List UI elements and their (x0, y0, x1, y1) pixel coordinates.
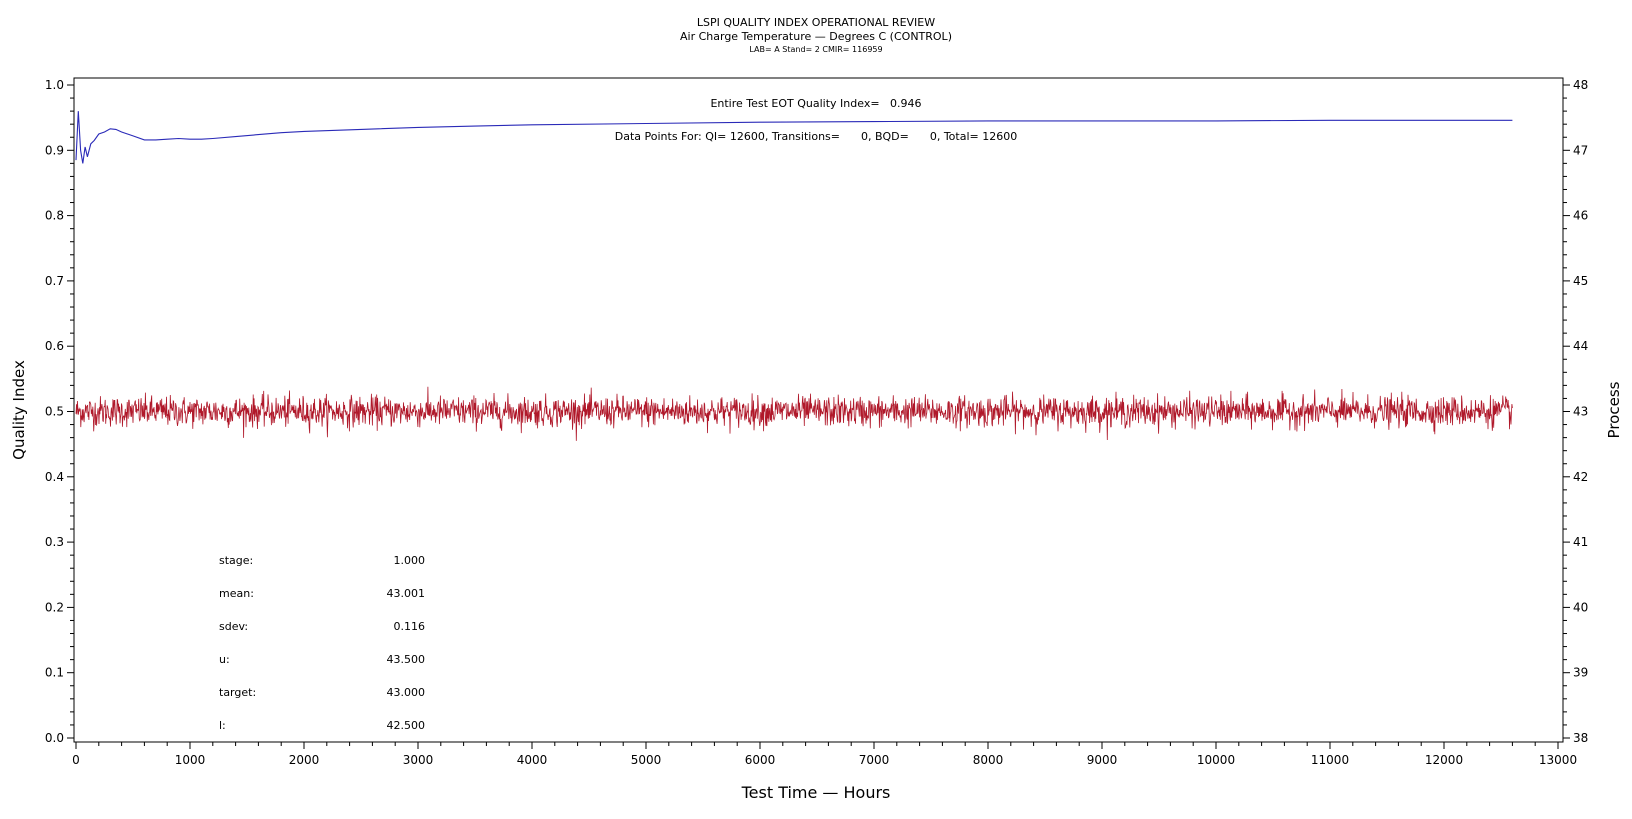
chart-title: LSPI QUALITY INDEX OPERATIONAL REVIEW (697, 16, 935, 29)
x-tick-label: 11000 (1311, 753, 1349, 767)
left-tick-label: 0.3 (45, 535, 64, 549)
right-tick-label: 43 (1573, 405, 1588, 419)
stat-value: 43.500 (387, 653, 426, 666)
stat-label: target: (219, 686, 256, 699)
right-tick-label: 41 (1573, 535, 1588, 549)
process-series-line (75, 386, 1513, 441)
x-axis-label: Test Time — Hours (741, 783, 891, 802)
right-tick-label: 40 (1573, 600, 1588, 614)
right-tick-label: 47 (1573, 143, 1588, 157)
left-tick-label: 0.5 (45, 405, 64, 419)
right-axis-label: Process (1605, 381, 1623, 438)
right-tick-label: 44 (1573, 339, 1588, 353)
x-tick-label: 9000 (1087, 753, 1118, 767)
stat-label: stage: (219, 554, 253, 567)
right-tick-label: 39 (1573, 666, 1588, 680)
plot-frame (73, 77, 1564, 743)
stat-label: sdev: (219, 620, 248, 633)
x-tick-label: 13000 (1539, 753, 1577, 767)
stat-value: 43.001 (387, 587, 426, 600)
x-tick-label: 10000 (1197, 753, 1235, 767)
right-tick-label: 45 (1573, 274, 1588, 288)
stat-label: u: (219, 653, 230, 666)
x-axis-ticks: 0 1000 2000 3000 4000 5000 6000 7000 8000 9000 100… (72, 742, 1577, 767)
stat-value: 0.116 (394, 620, 426, 633)
right-tick-label: 46 (1573, 209, 1588, 223)
left-tick-label: 0.4 (45, 470, 64, 484)
stat-label: l: (219, 719, 226, 732)
x-tick-label: 2000 (289, 753, 320, 767)
x-tick-label: 12000 (1425, 753, 1463, 767)
right-tick-label: 42 (1573, 470, 1588, 484)
x-tick-label: 4000 (517, 753, 548, 767)
data-points-annotation: Data Points For: QI= 12600, Transitions=… (615, 130, 1017, 143)
right-axis-ticks: 38 39 40 41 42 43 44 45 46 47 48 (1563, 78, 1588, 745)
chart-subtitle-2: LAB= A Stand= 2 CMIR= 116959 (749, 45, 882, 54)
chart-subtitle: Air Charge Temperature — Degrees C (CONT… (680, 30, 952, 43)
x-tick-label: 8000 (973, 753, 1004, 767)
left-tick-label: 1.0 (45, 78, 64, 92)
x-tick-label: 0 (72, 753, 80, 767)
right-tick-label: 48 (1573, 78, 1588, 92)
x-tick-label: 5000 (631, 753, 662, 767)
left-tick-label: 0.7 (45, 274, 64, 288)
stat-value: 42.500 (387, 719, 426, 732)
left-tick-label: 0.0 (45, 731, 64, 745)
quality-index-series-line (75, 111, 1513, 164)
x-tick-label: 1000 (175, 753, 206, 767)
left-tick-label: 0.8 (45, 209, 64, 223)
left-axis-ticks: 0.0 0.1 0.2 0.3 0.4 0.5 0.6 0.7 0.8 0.9 1.0 (45, 78, 74, 745)
left-tick-label: 0.6 (45, 339, 64, 353)
x-tick-label: 3000 (403, 753, 434, 767)
x-tick-label: 6000 (745, 753, 776, 767)
stat-label: mean: (219, 587, 254, 600)
left-tick-label: 0.1 (45, 666, 64, 680)
stats-block: stage: 1.000 mean: 43.001 sdev: 0.116 u: 43.500… (219, 554, 425, 732)
left-tick-label: 0.9 (45, 143, 64, 157)
stat-value: 1.000 (394, 554, 426, 567)
left-tick-label: 0.2 (45, 600, 64, 614)
quality-index-annotation: Entire Test EOT Quality Index= 0.946 (710, 97, 921, 110)
left-axis-label: Quality Index (10, 360, 28, 460)
right-tick-label: 38 (1573, 731, 1588, 745)
x-tick-label: 7000 (859, 753, 890, 767)
stat-value: 43.000 (387, 686, 426, 699)
